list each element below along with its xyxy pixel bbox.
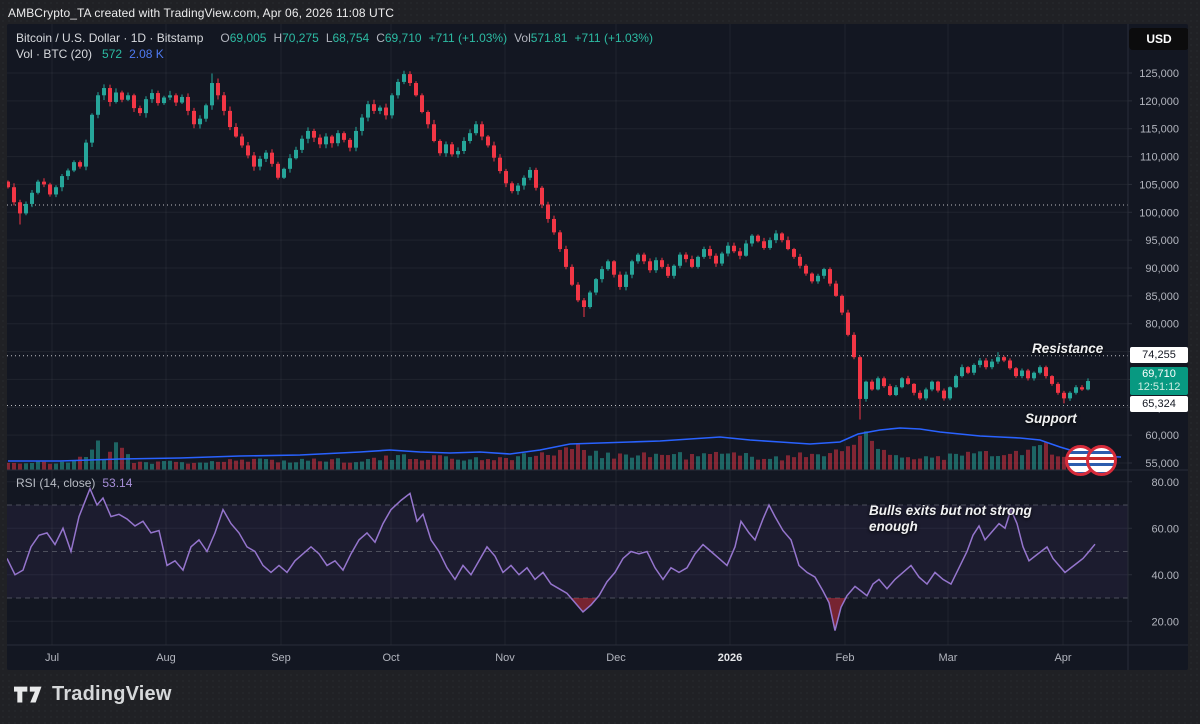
svg-text:115,000: 115,000 bbox=[1140, 124, 1179, 136]
volume-change: +711 (+1.03%) bbox=[574, 31, 653, 45]
rsi-title: RSI (14, close) bbox=[16, 476, 96, 490]
svg-text:60.00: 60.00 bbox=[1151, 523, 1179, 535]
volume-label: Vol bbox=[514, 31, 531, 45]
svg-text:60,000: 60,000 bbox=[1145, 430, 1179, 442]
time-axis-label: 2026 bbox=[717, 652, 743, 664]
time-axis-label: Aug bbox=[156, 652, 176, 664]
resistance-annotation[interactable]: Resistance bbox=[1032, 341, 1104, 356]
symbol-title: Bitcoin / U.S. Dollar · 1D · Bitstamp bbox=[16, 31, 204, 45]
time-axis-label: Sep bbox=[271, 652, 291, 664]
time-axis-label: Nov bbox=[495, 652, 515, 664]
price-chart-canvas[interactable]: 125,000 120,000 115,000 110,000 105,000 100,0… bbox=[7, 24, 1188, 670]
rsi-legend[interactable]: RSI (14, close) 53.14 bbox=[16, 476, 132, 490]
svg-text:120,000: 120,000 bbox=[1139, 96, 1179, 108]
svg-text:85,000: 85,000 bbox=[1145, 291, 1179, 303]
attribution-text: AMBCrypto_TA created with TradingView.co… bbox=[8, 6, 395, 20]
svg-text:20.00: 20.00 bbox=[1151, 616, 1179, 628]
volume-value: 571.81 bbox=[530, 31, 568, 45]
bulls-annotation[interactable]: Bulls exits but not strong enough bbox=[869, 503, 1032, 534]
time-axis-label: Jul bbox=[44, 652, 60, 664]
svg-text:90,000: 90,000 bbox=[1145, 263, 1179, 275]
time-axis-label: Feb bbox=[835, 652, 855, 664]
tradingview-logo-icon[interactable] bbox=[14, 685, 44, 705]
tradingview-brand-text[interactable]: TradingView bbox=[52, 683, 172, 705]
time-axis-label: Apr bbox=[1054, 652, 1072, 664]
time-axis-label: Oct bbox=[382, 652, 400, 664]
svg-text:125,000: 125,000 bbox=[1139, 68, 1179, 80]
support-annotation[interactable]: Support bbox=[1025, 411, 1077, 426]
volume-ma-value: 2.08 K bbox=[129, 47, 164, 61]
ambcrypto-logo-icon bbox=[1086, 445, 1117, 476]
time-axis-label: Dec bbox=[606, 652, 626, 664]
svg-text:40.00: 40.00 bbox=[1151, 570, 1179, 582]
close-label: C bbox=[376, 31, 385, 45]
svg-text:95,000: 95,000 bbox=[1145, 235, 1179, 247]
high-label: H bbox=[273, 31, 283, 45]
ambcrypto-watermark bbox=[1065, 445, 1117, 476]
svg-text:110,000: 110,000 bbox=[1140, 152, 1179, 164]
candles bbox=[7, 74, 1090, 399]
last-price-value: 69,710 bbox=[1142, 368, 1176, 380]
volume-bars bbox=[7, 431, 1090, 470]
last-price-label: 69,710 12:51:12 bbox=[1130, 367, 1188, 395]
currency-toggle-button[interactable]: USD bbox=[1129, 28, 1188, 50]
svg-text:105,000: 105,000 bbox=[1139, 179, 1179, 191]
svg-text:100,000: 100,000 bbox=[1139, 207, 1179, 219]
chart-panel: 125,000 120,000 115,000 110,000 105,000 100,0… bbox=[7, 24, 1188, 670]
svg-text:55,000: 55,000 bbox=[1145, 458, 1179, 470]
open-label: O bbox=[220, 31, 230, 45]
support-price-label[interactable]: 65,324 bbox=[1130, 396, 1188, 412]
svg-text:80.00: 80.00 bbox=[1151, 477, 1179, 489]
time-axis-label: Mar bbox=[938, 652, 958, 664]
resistance-price-label[interactable]: 74,255 bbox=[1130, 347, 1188, 363]
low-value: 68,754 bbox=[332, 31, 370, 45]
rsi-line bbox=[7, 486, 1096, 631]
bar-countdown: 12:51:12 bbox=[1137, 381, 1181, 393]
volume-indicator-legend[interactable]: Vol · BTC (20) 572 2.08 K bbox=[16, 47, 653, 62]
close-value: 69,710 bbox=[384, 31, 422, 45]
symbol-legend: Bitcoin / U.S. Dollar · 1D · Bitstamp O69… bbox=[16, 31, 653, 63]
high-value: 70,275 bbox=[282, 31, 319, 45]
change-value: +711 (+1.03%) bbox=[428, 31, 508, 45]
volume-indicator-value: 572 bbox=[102, 47, 123, 61]
rsi-value: 53.14 bbox=[102, 476, 133, 490]
tradingview-footer: TradingView bbox=[14, 683, 172, 706]
open-value: 69,005 bbox=[229, 31, 267, 45]
svg-text:80,000: 80,000 bbox=[1145, 319, 1179, 331]
low-label: L bbox=[325, 31, 333, 45]
symbol-legend-row[interactable]: Bitcoin / U.S. Dollar · 1D · Bitstamp O69… bbox=[16, 31, 653, 46]
volume-indicator-title: Vol · BTC (20) bbox=[16, 47, 93, 61]
volume-ma-line bbox=[8, 427, 1122, 462]
